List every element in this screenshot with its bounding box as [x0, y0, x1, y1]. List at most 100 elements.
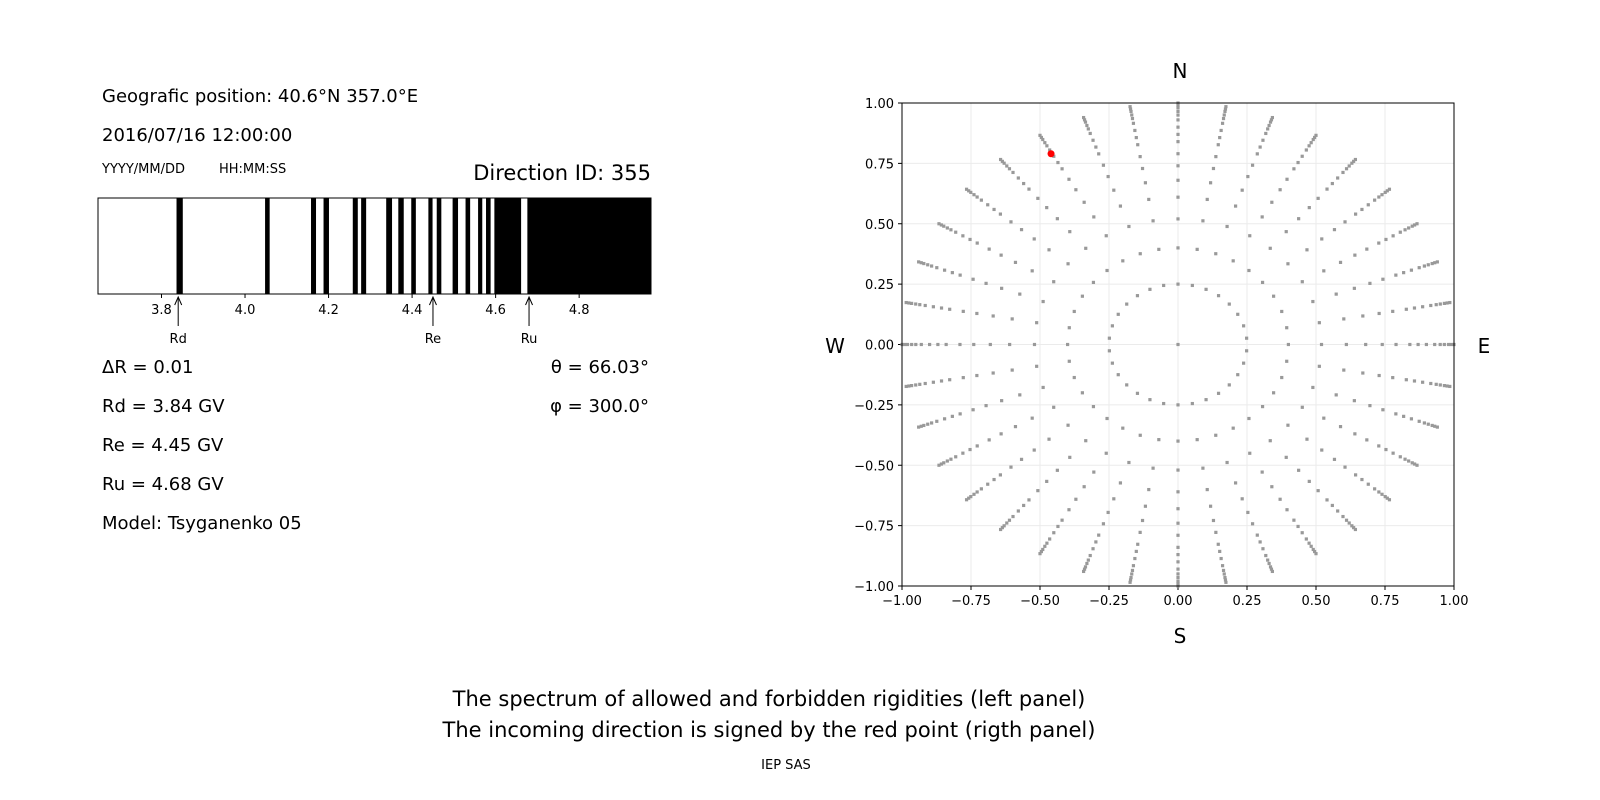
rigidity-spectrum: 3.8 4.0 4.2 4.4 4.6 4.8 Rd Re Ru [97, 197, 652, 347]
grid-point [1343, 220, 1347, 224]
grid-point [931, 380, 935, 384]
grid-point [905, 342, 910, 347]
grid-point [1317, 364, 1321, 368]
grid-point [1097, 533, 1101, 537]
grid-point [1176, 113, 1180, 117]
grid-point [1097, 152, 1101, 156]
x-tick-label: −1.00 [882, 594, 922, 609]
grid-point [1311, 299, 1315, 304]
grid-point [1000, 399, 1004, 403]
ru-value: Ru = 4.68 GV [102, 474, 224, 495]
forbidden-band [527, 198, 651, 294]
annotation-label: Rd [170, 332, 187, 347]
grid-point [967, 189, 971, 193]
grid-point [991, 314, 995, 318]
grid-point [1082, 567, 1087, 571]
grid-point [1009, 220, 1013, 224]
grid-point [914, 342, 918, 347]
grid-point [1247, 416, 1251, 421]
grid-point [919, 424, 923, 428]
grid-point [907, 301, 911, 305]
grid-point [1176, 560, 1180, 564]
grid-point [1227, 383, 1231, 387]
grid-point [1338, 260, 1343, 264]
grid-point [1412, 306, 1417, 310]
grid-point [1300, 280, 1304, 284]
grid-point [1080, 294, 1084, 298]
grid-point [1255, 152, 1259, 156]
y-tick-label: 0.50 [865, 218, 894, 233]
grid-point [1430, 261, 1434, 266]
grid-point [979, 487, 983, 491]
grid-point [992, 477, 996, 482]
grid-point [1118, 481, 1123, 485]
grid-point [999, 253, 1003, 257]
grid-point [1292, 518, 1296, 522]
compass-south: S [1174, 624, 1187, 648]
forbidden-band [486, 198, 491, 294]
grid-point [1048, 537, 1052, 541]
grid-point [1047, 248, 1051, 252]
grid-point [1433, 261, 1437, 265]
grid-point [1268, 565, 1273, 569]
grid-point [950, 414, 954, 418]
grid-point [1408, 342, 1412, 347]
grid-point [950, 271, 954, 275]
grid-point [1240, 497, 1244, 501]
grid-point [910, 301, 914, 306]
grid-point [1236, 373, 1240, 377]
grid-point [1292, 167, 1296, 171]
grid-point [918, 382, 922, 386]
grid-point [1176, 246, 1180, 250]
grid-point [931, 305, 935, 309]
grid-point [1264, 131, 1268, 136]
grid-point [986, 482, 990, 486]
grid-point [1091, 138, 1095, 142]
grid-point [979, 198, 983, 202]
grid-point [1082, 200, 1086, 204]
grid-point [926, 263, 930, 267]
grid-point [1176, 178, 1180, 182]
grid-point [1402, 271, 1406, 275]
y-tick-label: −1.00 [854, 580, 894, 595]
grid-point [1300, 154, 1304, 158]
grid-point [937, 463, 941, 467]
grid-point [1421, 305, 1425, 309]
grid-point [1407, 226, 1411, 230]
grid-point [971, 408, 975, 412]
y-tick-label: −0.25 [854, 399, 894, 414]
grid-point [1107, 336, 1111, 340]
grid-point [904, 300, 908, 305]
grid-point [1221, 116, 1226, 121]
grid-point [1435, 260, 1439, 264]
grid-point [1266, 558, 1270, 562]
grid-point [1045, 206, 1049, 210]
grid-point [1162, 401, 1166, 406]
grid-point [1307, 479, 1311, 483]
grid-point [1000, 286, 1004, 290]
grid-point [1264, 553, 1268, 558]
grid-point [1248, 234, 1252, 238]
grid-point [1322, 416, 1326, 420]
annotation-label: Ru [521, 332, 538, 347]
grid-point [1353, 432, 1357, 436]
grid-point [1176, 282, 1180, 286]
grid-point [1352, 159, 1356, 163]
grid-point [1383, 190, 1387, 194]
annotation-arrowhead [429, 295, 437, 306]
grid-point [1218, 549, 1222, 554]
grid-point [1128, 105, 1132, 109]
grid-point [1151, 219, 1155, 223]
grid-point [1391, 309, 1395, 313]
grid-point [1377, 373, 1381, 378]
grid-point [1284, 455, 1288, 459]
grid-point [1190, 283, 1194, 288]
grid-point [1330, 503, 1334, 508]
grid-point [1426, 422, 1430, 426]
grid-point [1365, 247, 1369, 251]
grid-point [1128, 578, 1133, 582]
grid-point [1394, 273, 1398, 277]
grid-point [1216, 542, 1220, 546]
grid-point [1086, 558, 1090, 562]
